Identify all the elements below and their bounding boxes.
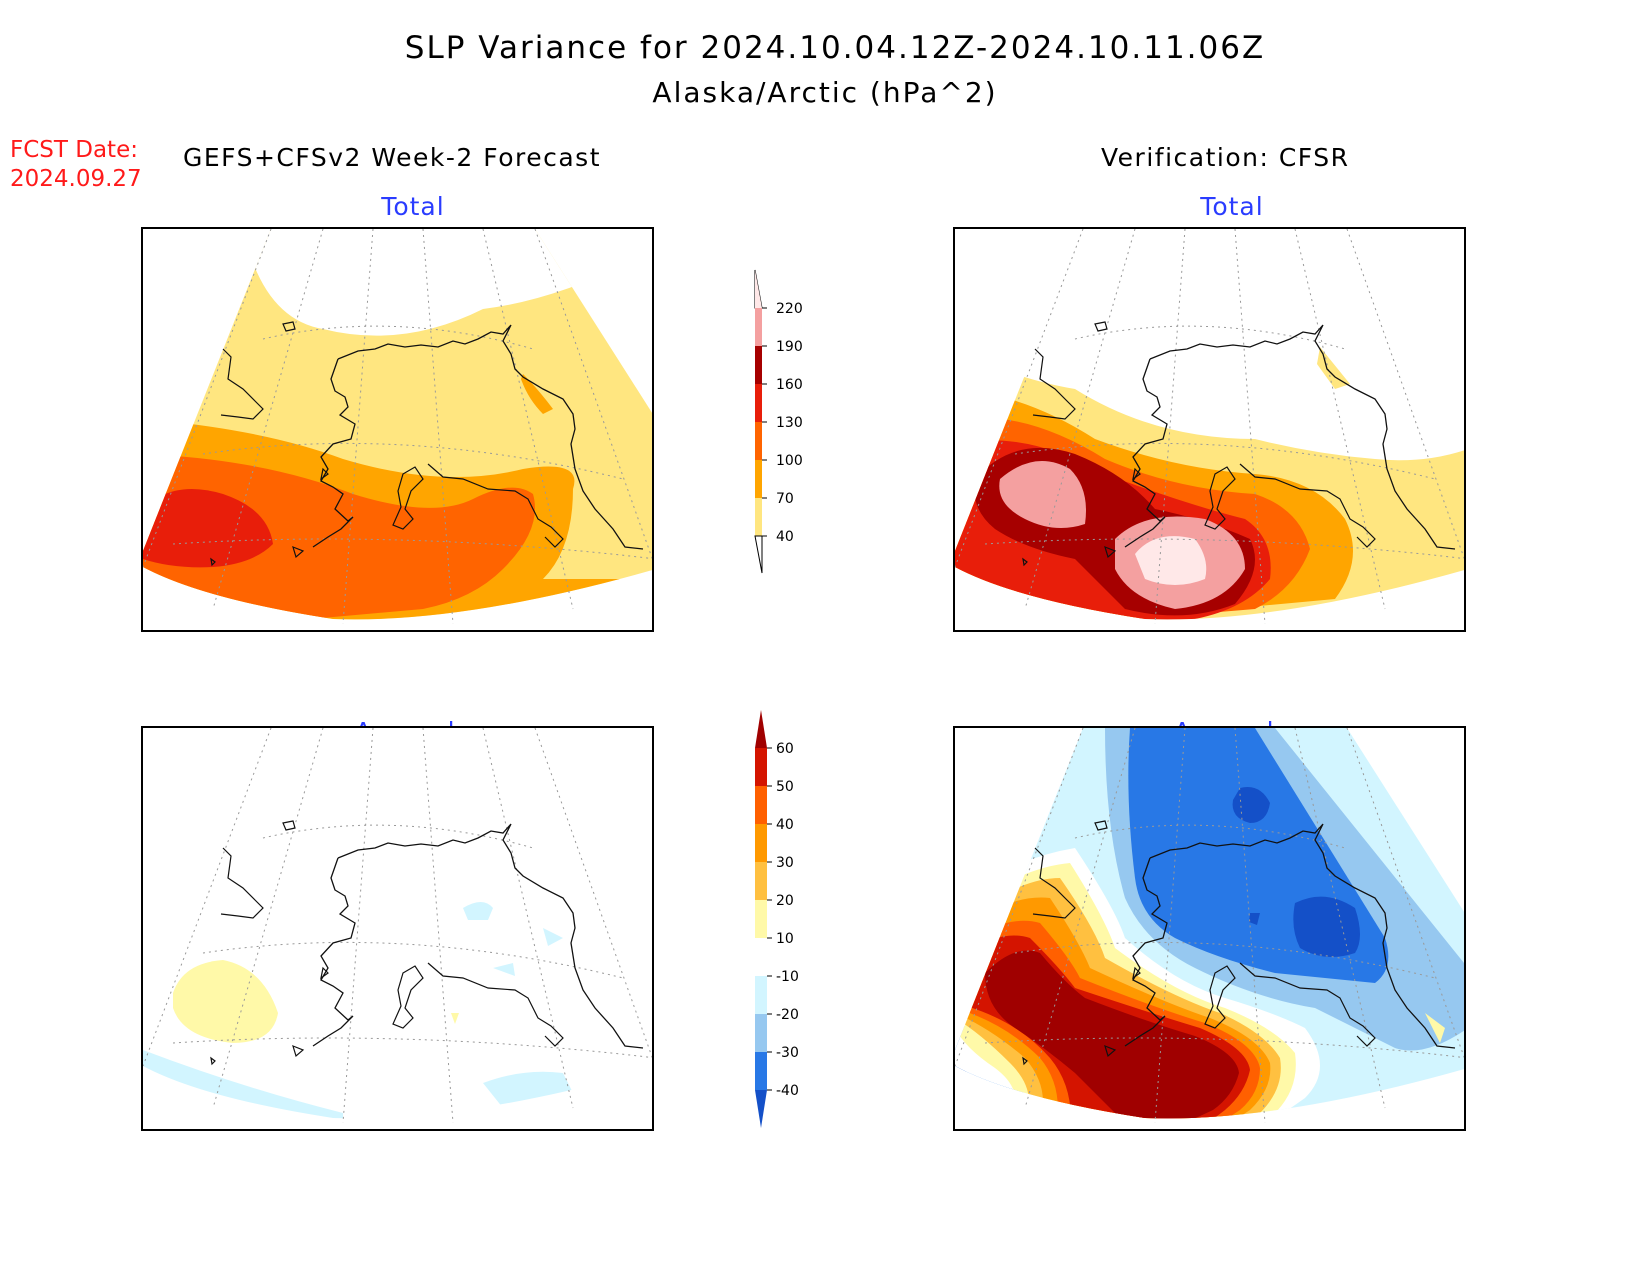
anomaly-colorbar-label: 10 [776, 931, 794, 947]
anomaly-colorbar-swatch [755, 976, 767, 1014]
anomaly-colorbar-label: -10 [776, 969, 799, 985]
verification-anomaly-map [953, 726, 1466, 1131]
anomaly-colorbar-swatch [755, 1014, 767, 1052]
total-colorbar-label: 160 [776, 377, 803, 393]
anomaly-colorbar-label: -30 [776, 1045, 799, 1061]
anomaly-colorbar-top-swatch [755, 710, 767, 748]
anomaly-colorbar-swatch [755, 824, 767, 862]
total-colorbar-swatch [755, 460, 762, 498]
anomaly-colorbar-swatch [755, 1052, 767, 1090]
forecast-anomaly-map [141, 726, 654, 1131]
total-colorbar-label: 70 [776, 491, 794, 507]
total-colorbar-swatch [755, 384, 762, 422]
total-colorbar-label: 40 [776, 529, 794, 545]
forecast-header: GEFS+CFSv2 Week-2 Forecast [183, 143, 601, 172]
verification-header: Verification: CFSR [1101, 143, 1350, 172]
total-colorbar-swatch [755, 346, 762, 384]
anomaly-colorbar-swatch [755, 900, 767, 938]
total-colorbar-swatch [755, 422, 762, 460]
anomaly-colorbar-swatch [755, 748, 767, 786]
main-title: SLP Variance for 2024.10.04.12Z-2024.10.… [404, 30, 1266, 66]
total-colorbar-label: 190 [776, 339, 803, 355]
anomaly-colorbar-bottom-swatch [755, 1090, 767, 1128]
anomaly-colorbar-label: 40 [776, 817, 794, 833]
forecast-date-label: FCST Date: [10, 137, 138, 163]
forecast-total-title: Total [381, 192, 445, 221]
forecast-total-map [141, 227, 654, 632]
total-colorbar-label: 100 [776, 453, 803, 469]
anomaly-colorbar-label: 20 [776, 893, 794, 909]
anomaly-colorbar-label: -40 [776, 1083, 799, 1099]
anomaly-colorbar-label: -20 [776, 1007, 799, 1023]
main-subtitle: Alaska/Arctic (hPa^2) [652, 76, 998, 109]
total-colorbar: 40 70 100 130 160 190 220 [754, 269, 803, 574]
anomaly-colorbar: -40 -30 -20 -10 10 20 30 40 50 60 [755, 710, 799, 1128]
anomaly-colorbar-label: 50 [776, 779, 794, 795]
forecast-date: FCST Date: 2024.09.27 [10, 136, 142, 194]
anomaly-colorbar-swatch [755, 862, 767, 900]
total-colorbar-label: 220 [776, 301, 803, 317]
anomaly-colorbar-label: 60 [776, 741, 794, 757]
total-colorbar-top-swatch [755, 270, 762, 308]
anomaly-colorbar-swatch [755, 786, 767, 824]
verification-total-map [953, 227, 1466, 632]
anomaly-colorbar-label: 30 [776, 855, 794, 871]
total-colorbar-label: 130 [776, 415, 803, 431]
total-colorbar-swatch [755, 498, 762, 536]
total-colorbar-swatch [755, 308, 762, 346]
anomaly-colorbar-swatch [755, 938, 767, 976]
verification-total-title: Total [1200, 192, 1264, 221]
forecast-date-value: 2024.09.27 [10, 166, 142, 192]
